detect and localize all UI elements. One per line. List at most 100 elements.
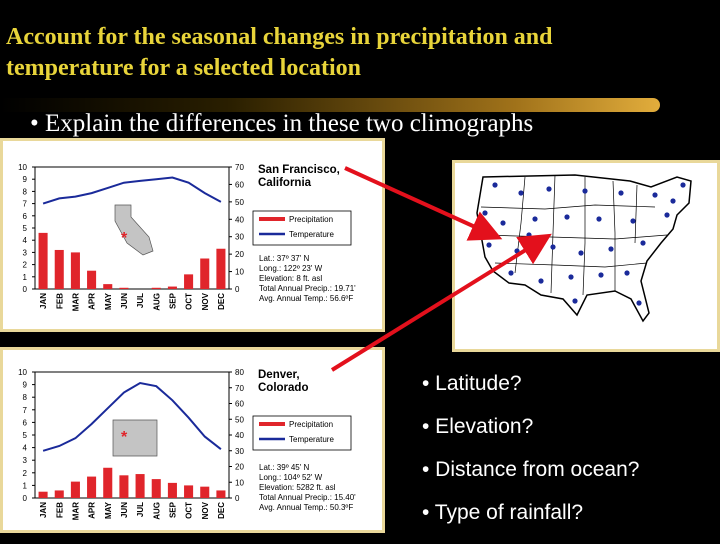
right-tick-label: 40 bbox=[235, 431, 244, 440]
precip-bar bbox=[87, 271, 96, 289]
month-label: SEP bbox=[168, 292, 177, 309]
station-info-line: Avg. Annual Temp.: 56.6ºF bbox=[259, 294, 353, 303]
month-label: MAY bbox=[104, 501, 113, 519]
right-tick-label: 70 bbox=[235, 384, 244, 393]
left-tick-label: 6 bbox=[23, 212, 28, 221]
left-tick-label: 9 bbox=[23, 175, 28, 184]
legend-precip-label: Precipitation bbox=[289, 215, 333, 224]
station-info-line: Elevation: 5282 ft. asl bbox=[259, 483, 336, 492]
left-tick-label: 3 bbox=[23, 456, 28, 465]
right-tick-label: 0 bbox=[235, 494, 240, 503]
station-info-line: Total Annual Precip.: 15.40' bbox=[259, 493, 356, 502]
right-tick-label: 30 bbox=[235, 447, 244, 456]
precip-bar bbox=[152, 288, 161, 289]
right-tick-label: 40 bbox=[235, 215, 244, 224]
left-tick-label: 4 bbox=[23, 444, 28, 453]
precip-bar bbox=[216, 249, 225, 289]
left-tick-label: 10 bbox=[18, 163, 27, 172]
us-map-icon bbox=[455, 163, 717, 349]
precip-bar bbox=[55, 250, 64, 289]
station-info-line: Total Annual Precip.: 19.71' bbox=[259, 284, 356, 293]
left-tick-label: 0 bbox=[23, 494, 28, 503]
precip-bar bbox=[200, 487, 209, 498]
month-label: FEB bbox=[55, 293, 64, 309]
right-tick-label: 50 bbox=[235, 415, 244, 424]
month-label: FEB bbox=[55, 502, 64, 518]
precip-bar bbox=[39, 492, 48, 498]
month-label: MAY bbox=[104, 292, 113, 310]
left-tick-label: 2 bbox=[23, 469, 28, 478]
month-label: APR bbox=[88, 502, 97, 519]
precip-bar bbox=[152, 479, 161, 498]
precip-bar bbox=[103, 468, 112, 498]
month-label: NOV bbox=[201, 292, 210, 310]
month-label: SEP bbox=[168, 501, 177, 518]
precip-bar bbox=[168, 483, 177, 498]
precip-bar bbox=[216, 490, 225, 498]
month-label: MAR bbox=[71, 502, 80, 520]
month-label: MAR bbox=[71, 293, 80, 311]
legend-temp-label: Temperature bbox=[289, 435, 334, 444]
precip-bar bbox=[119, 475, 128, 498]
month-label: JUL bbox=[136, 502, 145, 517]
precip-bar bbox=[55, 490, 64, 498]
left-tick-label: 7 bbox=[23, 406, 28, 415]
month-label: JUL bbox=[136, 293, 145, 308]
station-info-line: Long.: 122º 23' W bbox=[259, 264, 323, 273]
legend-precip-label: Precipitation bbox=[289, 420, 333, 429]
slide-title: Account for the seasonal changes in prec… bbox=[6, 22, 706, 84]
left-tick-label: 0 bbox=[23, 285, 28, 294]
left-tick-label: 10 bbox=[18, 368, 27, 377]
question-rainfall: • Type of rainfall? bbox=[422, 501, 712, 544]
month-label: JUN bbox=[120, 293, 129, 309]
precip-bar bbox=[200, 259, 209, 290]
left-tick-label: 5 bbox=[23, 431, 28, 440]
precip-bar bbox=[136, 474, 145, 498]
precip-bar bbox=[71, 482, 80, 498]
station-info-line: Lat.: 37º 37' N bbox=[259, 254, 309, 263]
month-label: JAN bbox=[39, 293, 48, 309]
month-label: AUG bbox=[152, 293, 161, 311]
right-tick-label: 60 bbox=[235, 400, 244, 409]
left-tick-label: 8 bbox=[23, 187, 28, 196]
month-label: OCT bbox=[185, 502, 194, 519]
month-label: DEC bbox=[217, 293, 226, 310]
title-line-1: Account for the seasonal changes in prec… bbox=[6, 22, 706, 53]
month-label: AUG bbox=[152, 502, 161, 520]
location-star: * bbox=[121, 429, 128, 446]
temperature-line bbox=[43, 178, 221, 204]
station-info-line: Elevation: 8 ft. asl bbox=[259, 274, 322, 283]
right-tick-label: 10 bbox=[235, 268, 244, 277]
right-tick-label: 80 bbox=[235, 368, 244, 377]
right-tick-label: 20 bbox=[235, 250, 244, 259]
question-latitude: • Latitude? bbox=[422, 372, 712, 415]
title-line-2: temperature for a selected location bbox=[6, 53, 706, 84]
precip-bar bbox=[184, 485, 193, 498]
month-label: OCT bbox=[185, 293, 194, 310]
precip-bar bbox=[119, 288, 128, 289]
right-tick-label: 10 bbox=[235, 478, 244, 487]
month-label: JUN bbox=[120, 502, 129, 518]
month-label: JAN bbox=[39, 502, 48, 518]
state-outline-icon bbox=[113, 420, 157, 456]
precip-bar bbox=[87, 477, 96, 498]
station-info-line: Lat.: 39º 45' N bbox=[259, 463, 309, 472]
left-tick-label: 1 bbox=[23, 481, 28, 490]
location-name: San Francisco, bbox=[258, 164, 340, 176]
left-tick-label: 3 bbox=[23, 248, 28, 257]
station-info-line: Avg. Annual Temp.: 50.3ºF bbox=[259, 503, 353, 512]
right-tick-label: 70 bbox=[235, 163, 244, 172]
left-tick-label: 9 bbox=[23, 381, 28, 390]
right-tick-label: 20 bbox=[235, 463, 244, 472]
question-elevation: • Elevation? bbox=[422, 415, 712, 458]
location-name: Denver, bbox=[258, 369, 300, 381]
right-tick-label: 30 bbox=[235, 233, 244, 242]
left-tick-label: 2 bbox=[23, 261, 28, 270]
main-bullet: • Explain the differences in these two c… bbox=[30, 110, 533, 138]
left-tick-label: 4 bbox=[23, 236, 28, 245]
location-name: California bbox=[258, 177, 312, 189]
